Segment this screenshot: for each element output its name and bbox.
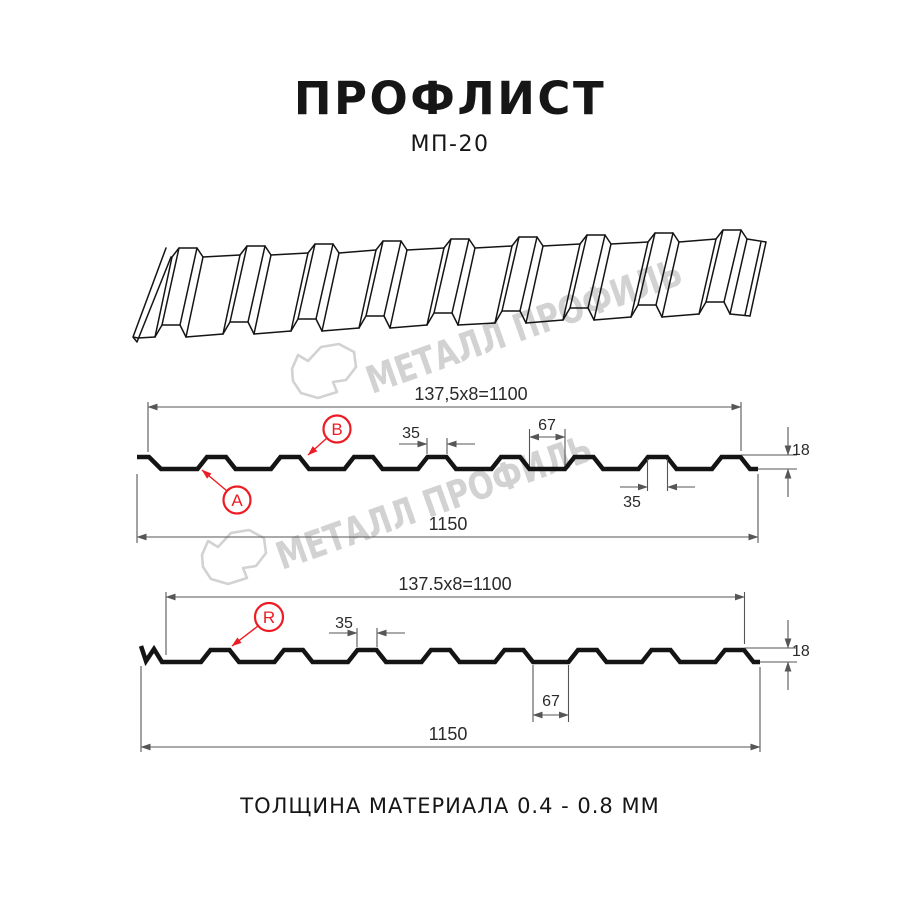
dimension-label: 1150 bbox=[429, 514, 468, 534]
cross-section-bottom: 137.5x8=1100 35 67 bbox=[138, 574, 810, 752]
rib-top-caps bbox=[171, 229, 748, 258]
rib-front-profile bbox=[154, 301, 731, 338]
dim-profile-height: 18 bbox=[744, 620, 810, 690]
callout-point-r: R bbox=[231, 601, 285, 647]
dimension-label: 18 bbox=[792, 643, 810, 660]
watermark-text: МЕТАЛЛ ПРОФИЛЬ bbox=[270, 426, 598, 578]
dim-trough-width: 67 bbox=[528, 417, 566, 466]
dim-profile-height: 18 bbox=[741, 427, 810, 497]
dimension-label: 137.5x8=1100 bbox=[398, 574, 511, 594]
dimension-label: 18 bbox=[792, 442, 810, 459]
leader-line bbox=[201, 469, 228, 492]
metall-profil-logo-icon bbox=[200, 528, 268, 586]
dim-coverage-width: 137,5x8=1100 bbox=[147, 384, 742, 452]
callout-label: B bbox=[331, 420, 342, 439]
sheet-bottom-edge bbox=[185, 313, 751, 338]
sheet-left-edge bbox=[132, 247, 172, 343]
callout-circle bbox=[253, 601, 285, 633]
callout-label: A bbox=[231, 491, 243, 510]
dim-crest-width: 35 bbox=[329, 615, 405, 647]
profile-outline bbox=[137, 454, 758, 472]
dim-trough-width: 67 bbox=[532, 665, 570, 722]
dimension-label: 35 bbox=[623, 494, 641, 511]
page-subtitle: МП-20 bbox=[410, 132, 490, 157]
dimension-label: 67 bbox=[542, 693, 560, 710]
dim-overall-width: 1150 bbox=[140, 666, 761, 752]
dimension-label: 35 bbox=[335, 615, 353, 632]
dim-coverage-width: 137.5x8=1100 bbox=[165, 574, 746, 655]
callout-point-b: B bbox=[307, 414, 352, 456]
sheet-right-edge bbox=[744, 241, 767, 317]
profile-outline bbox=[138, 644, 760, 667]
dimension-label: 1150 bbox=[429, 724, 468, 744]
leader-line bbox=[307, 437, 328, 456]
leader-line bbox=[231, 625, 259, 647]
callout-label: R bbox=[263, 608, 275, 627]
dim-lap-crest-width: 35 bbox=[620, 459, 695, 511]
metall-profil-logo-icon bbox=[290, 342, 358, 400]
watermark-1: МЕТАЛЛ ПРОФИЛЬ bbox=[290, 250, 688, 402]
callout-circle bbox=[322, 414, 352, 444]
callout-point-a: A bbox=[201, 469, 252, 515]
dimension-label: 137,5x8=1100 bbox=[414, 384, 527, 404]
material-thickness-note: ТОЛЩИНА МАТЕРИАЛА 0.4 - 0.8 ММ bbox=[240, 794, 660, 818]
page-title: ПРОФЛИСТ bbox=[293, 72, 607, 125]
page-header: ПРОФЛИСТ МП-20 bbox=[0, 72, 900, 157]
dimension-label: 35 bbox=[402, 425, 420, 442]
dim-overall-width: 1150 bbox=[136, 474, 759, 543]
dim-crest-width: 35 bbox=[399, 425, 475, 454]
dimension-label: 67 bbox=[538, 417, 556, 434]
cross-section-top: 137,5x8=1100 35 67 bbox=[136, 384, 810, 543]
sheet-top-edge bbox=[202, 238, 767, 258]
profile-3d-view bbox=[132, 229, 767, 343]
rib-length-lines bbox=[154, 229, 748, 338]
callout-circle bbox=[222, 485, 252, 515]
watermark-2: МЕТАЛЛ ПРОФИЛЬ bbox=[200, 426, 598, 586]
